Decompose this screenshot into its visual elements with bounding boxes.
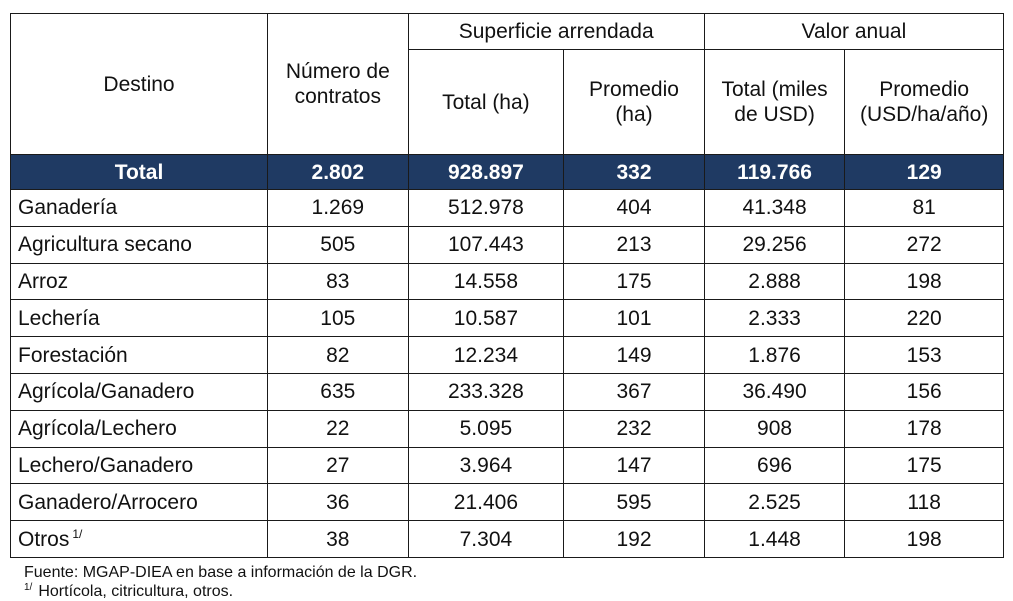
row-sup-total: 21.406 xyxy=(407,483,565,522)
row-sup-total: 5.095 xyxy=(407,409,565,448)
row-contratos: 83 xyxy=(267,262,409,301)
row-sup-promedio: 595 xyxy=(563,483,705,522)
row-contratos: 27 xyxy=(267,446,409,485)
row-val-total: 908 xyxy=(703,409,846,448)
row-val-total: 41.348 xyxy=(703,189,846,227)
header-valor-group: Valor anual xyxy=(703,13,1005,50)
row-sup-total: 10.587 xyxy=(407,299,565,338)
row-sup-total: 14.558 xyxy=(407,262,565,301)
row-contratos: 1.269 xyxy=(267,189,409,227)
row-val-promedio: 175 xyxy=(844,446,1004,485)
row-contratos: 505 xyxy=(267,225,409,264)
row-sup-promedio: 101 xyxy=(563,299,705,338)
row-label: Lechero/Ganadero xyxy=(9,446,269,485)
row-label: Ganadería xyxy=(9,189,269,227)
row-val-total: 1.876 xyxy=(703,336,846,374)
header-val-total-label: Total (miles de USD) xyxy=(721,78,828,126)
row-label: Agricultura secano xyxy=(9,225,269,264)
row-sup-total: 7.304 xyxy=(407,520,565,558)
footnote: 1/Hortícola, citricultura, otros. xyxy=(24,583,233,601)
row-val-total: 2.333 xyxy=(703,299,846,338)
row-val-total: 2.525 xyxy=(703,483,846,522)
row-contratos: 38 xyxy=(267,520,409,558)
header-destino: Destino xyxy=(9,13,269,155)
row-sup-promedio: 192 xyxy=(563,520,705,558)
row-val-promedio: 156 xyxy=(844,372,1004,411)
table-header: Destino Número de contratos Superficie a… xyxy=(9,13,1005,155)
footnote-text: Hortícola, citricultura, otros. xyxy=(38,583,234,600)
row-contratos: 36 xyxy=(267,483,409,522)
row-val-promedio: 272 xyxy=(844,225,1004,264)
lease-table: Destino Número de contratos Superficie a… xyxy=(9,13,1005,558)
source-note: Fuente: MGAP-DIEA en base a información … xyxy=(24,564,418,581)
row-val-total: 29.256 xyxy=(703,225,846,264)
row-val-total: 36.490 xyxy=(703,372,846,411)
total-sup-promedio: 332 xyxy=(563,154,705,190)
row-label: Lechería xyxy=(9,299,269,338)
row-label: Agrícola/Lechero xyxy=(9,409,269,448)
table-row: Agrícola/Ganadero 635 233.328 367 36.490… xyxy=(9,372,1004,411)
table-body: Total 2.802 928.897 332 119.766 129 Gana… xyxy=(9,154,1004,558)
footnote-mark: 1/ xyxy=(24,582,33,593)
row-contratos: 105 xyxy=(267,299,409,338)
header-sup-total: Total (ha) xyxy=(407,49,565,155)
table-row: Forestación 82 12.234 149 1.876 153 xyxy=(9,336,1004,374)
row-sup-total: 3.964 xyxy=(407,446,565,485)
row-sup-total: 107.443 xyxy=(407,225,565,264)
row-sup-promedio: 232 xyxy=(563,409,705,448)
table-row: Arroz 83 14.558 175 2.888 198 xyxy=(9,262,1004,301)
row-label: Forestación xyxy=(9,336,269,374)
row-label-cell: Otros 1/ xyxy=(9,520,269,558)
row-label: Otros xyxy=(18,527,70,551)
row-sup-promedio: 367 xyxy=(563,372,705,411)
row-contratos: 635 xyxy=(267,372,409,411)
row-sup-promedio: 404 xyxy=(563,189,705,227)
row-label: Arroz xyxy=(9,262,269,301)
row-label: Ganadero/Arrocero xyxy=(9,483,269,522)
total-val-total: 119.766 xyxy=(703,154,846,190)
total-label: Total xyxy=(9,154,269,190)
header-val-promedio-label: Promedio (USD/ha/año) xyxy=(859,78,989,126)
row-val-promedio: 81 xyxy=(844,189,1004,227)
total-contratos: 2.802 xyxy=(267,154,409,190)
row-sup-total: 12.234 xyxy=(407,336,565,374)
row-sup-total: 233.328 xyxy=(407,372,565,411)
total-row: Total 2.802 928.897 332 119.766 129 xyxy=(9,154,1004,190)
header-contratos-label: Número de contratos xyxy=(285,60,390,108)
table-row: Ganadería 1.269 512.978 404 41.348 81 xyxy=(9,189,1004,227)
total-val-promedio: 129 xyxy=(844,154,1004,190)
footnote-ref: 1/ xyxy=(72,526,83,541)
table-row: Lechero/Ganadero 27 3.964 147 696 175 xyxy=(9,446,1004,485)
total-sup-total: 928.897 xyxy=(407,154,565,190)
row-val-promedio: 153 xyxy=(844,336,1004,374)
row-contratos: 22 xyxy=(267,409,409,448)
row-sup-promedio: 213 xyxy=(563,225,705,264)
row-val-promedio: 118 xyxy=(844,483,1004,522)
header-val-promedio: Promedio (USD/ha/año) xyxy=(844,49,1004,155)
table-row: Ganadero/Arrocero 36 21.406 595 2.525 11… xyxy=(9,483,1004,522)
table-row: Lechería 105 10.587 101 2.333 220 xyxy=(9,299,1004,338)
row-val-total: 696 xyxy=(703,446,846,485)
row-sup-promedio: 147 xyxy=(563,446,705,485)
header-sup-promedio-label: Promedio (ha) xyxy=(589,78,679,126)
row-val-promedio: 198 xyxy=(844,520,1004,558)
row-val-promedio: 220 xyxy=(844,299,1004,338)
header-contratos: Número de contratos xyxy=(267,13,409,155)
row-sup-promedio: 175 xyxy=(563,262,705,301)
row-val-promedio: 198 xyxy=(844,262,1004,301)
row-contratos: 82 xyxy=(267,336,409,374)
row-val-total: 2.888 xyxy=(703,262,846,301)
row-val-promedio: 178 xyxy=(844,409,1004,448)
table-row: Agricultura secano 505 107.443 213 29.25… xyxy=(9,225,1004,264)
header-superficie-group: Superficie arrendada xyxy=(407,13,705,50)
table-row: Agrícola/Lechero 22 5.095 232 908 178 xyxy=(9,409,1004,448)
row-label: Agrícola/Ganadero xyxy=(9,372,269,411)
row-sup-total: 512.978 xyxy=(407,189,565,227)
header-val-total: Total (miles de USD) xyxy=(703,49,846,155)
header-sup-promedio: Promedio (ha) xyxy=(563,49,705,155)
row-val-total: 1.448 xyxy=(703,520,846,558)
row-sup-promedio: 149 xyxy=(563,336,705,374)
table-row: Otros 1/ 38 7.304 192 1.448 198 xyxy=(9,520,1004,558)
